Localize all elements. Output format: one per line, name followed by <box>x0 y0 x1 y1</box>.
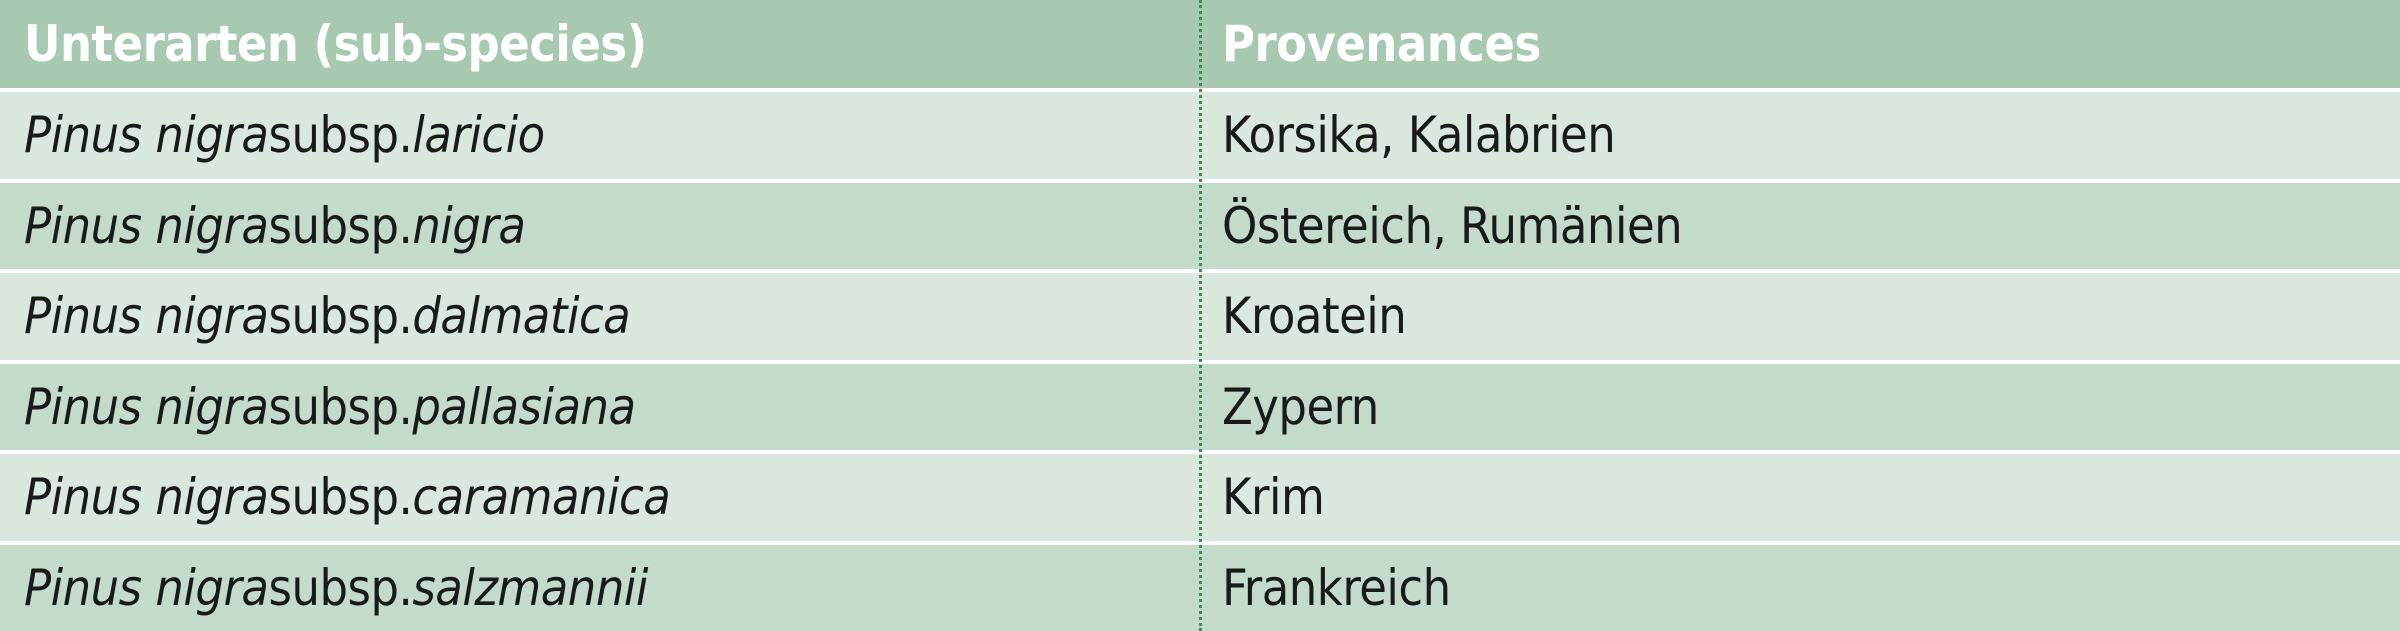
genus: Pinus nigra <box>24 377 269 436</box>
header-cell: Unterarten (sub-species) <box>24 15 647 73</box>
provenance-cell: Frankreich <box>1222 558 1451 617</box>
provenance-cell: Kroatein <box>1222 287 1407 346</box>
header-cell: Provenances <box>1222 15 1541 73</box>
species-cell: Pinus nigra subsp. salzmannii <box>24 545 648 631</box>
epithet: laricio <box>412 106 545 165</box>
species-cell: Pinus nigra subsp. pallasiana <box>24 364 636 451</box>
genus: Pinus nigra <box>24 468 269 527</box>
epithet: dalmatica <box>412 287 631 346</box>
rank: subsp. <box>268 287 413 346</box>
species-cell: Pinus nigra subsp. laricio <box>24 92 545 179</box>
genus: Pinus nigra <box>24 106 269 165</box>
provenance-cell: Zypern <box>1222 377 1379 436</box>
epithet: nigra <box>412 196 526 255</box>
species-cell: Pinus nigra subsp. dalmatica <box>24 273 631 360</box>
epithet: salzmannii <box>412 558 648 617</box>
species-cell: Pinus nigra subsp. nigra <box>24 183 526 270</box>
genus: Pinus nigra <box>24 287 269 346</box>
rank: subsp. <box>268 196 413 255</box>
species-cell: Pinus nigra subsp. caramanica <box>24 454 671 541</box>
rank: subsp. <box>268 106 413 165</box>
rank: subsp. <box>268 377 413 436</box>
rank: subsp. <box>268 468 413 527</box>
provenance-cell: Krim <box>1222 468 1325 527</box>
rank: subsp. <box>268 558 413 617</box>
provenance-cell: Östereich, Rumänien <box>1222 196 1683 255</box>
epithet: pallasiana <box>412 377 636 436</box>
genus: Pinus nigra <box>24 196 269 255</box>
genus: Pinus nigra <box>24 558 269 617</box>
epithet: caramanica <box>412 468 671 527</box>
provenance-cell: Korsika, Kalabrien <box>1222 106 1616 165</box>
column-divider <box>1199 0 1202 631</box>
